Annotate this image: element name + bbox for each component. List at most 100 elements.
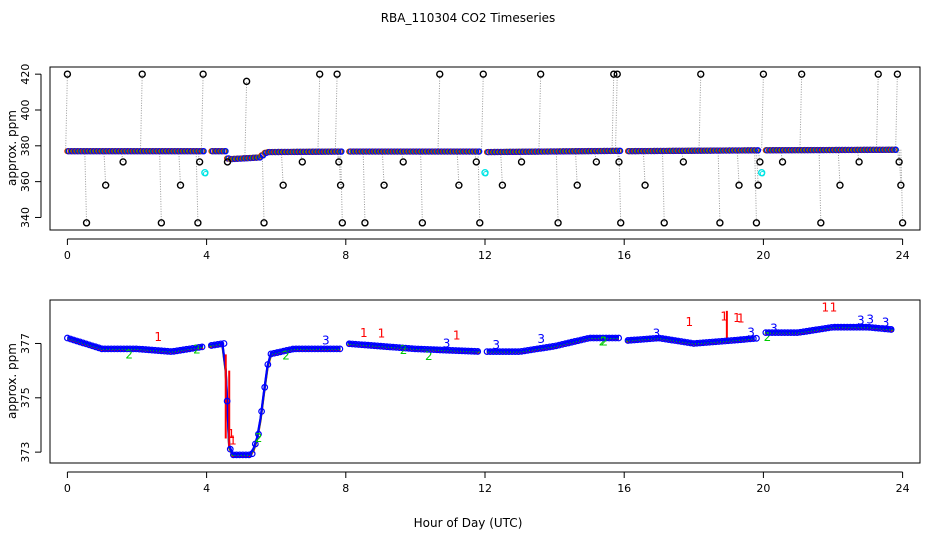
filtered-point (449, 347, 457, 354)
spike-connector (799, 74, 803, 151)
spike-connector (195, 151, 199, 223)
spike-connector (900, 149, 904, 223)
filtered-point (681, 338, 688, 346)
filtered-point (98, 345, 106, 353)
filtered-point (634, 336, 641, 344)
point-label-1: 1 (733, 311, 741, 325)
spike-connector (261, 153, 265, 223)
spike-connector (437, 74, 441, 152)
filtered-point (790, 329, 798, 337)
filtered-point (145, 346, 153, 354)
spike-connector (340, 151, 343, 223)
filtered-point (489, 348, 497, 356)
panel-raw-plot (63, 70, 907, 227)
raw-spike-point (119, 158, 127, 166)
raw-spike-point (138, 70, 146, 78)
y-tick-label: 373 (19, 442, 32, 463)
filtered-point (139, 345, 146, 353)
filtered-point (427, 346, 435, 353)
raw-spike-point (615, 158, 623, 166)
filtered-point (853, 323, 861, 331)
filtered-point (815, 325, 823, 333)
spike-connector (755, 150, 759, 186)
filtered-point (693, 339, 701, 347)
filtered-point (696, 339, 704, 347)
x-tick-label: 0 (64, 482, 71, 495)
panel-raw-ylabel: approx. ppm (5, 110, 19, 186)
filtered-point (208, 342, 215, 349)
filtered-point (637, 336, 644, 343)
filtered-point (555, 341, 563, 349)
x-tick-label: 20 (756, 482, 770, 495)
x-tick-label: 24 (896, 482, 910, 495)
filtered-point (421, 345, 428, 353)
filtered-point (352, 340, 359, 348)
filtered-point (875, 324, 882, 332)
raw-spike-point (361, 219, 369, 227)
raw-spike-point (874, 70, 882, 78)
spike-connector (400, 151, 404, 163)
filtered-point (63, 334, 71, 342)
filtered-point (505, 348, 513, 356)
filtered-point (286, 346, 294, 354)
point-label-3: 3 (857, 313, 865, 327)
raw-spike-point (797, 70, 806, 78)
filtered-point (305, 345, 312, 353)
filtered-point (176, 346, 184, 354)
y-tick-label: 340 (19, 207, 32, 228)
raw-spike-point (617, 219, 625, 227)
filtered-point (242, 451, 250, 459)
raw-spike-point (898, 219, 907, 227)
spike-connector (139, 74, 143, 152)
spike-connector (555, 151, 559, 223)
filtered-point (226, 445, 234, 453)
filtered-point (79, 339, 87, 347)
filtered-point (436, 346, 444, 354)
filtered-point (496, 348, 504, 356)
x-tick-label: 8 (342, 482, 349, 495)
filtered-point (364, 341, 372, 349)
point-label-3: 3 (882, 315, 890, 329)
filtered-point (170, 347, 178, 355)
filtered-point (771, 329, 779, 337)
point-label-2: 2 (425, 349, 433, 363)
point-label-1: 1 (154, 330, 162, 344)
filtered-point (881, 325, 889, 333)
filtered-point (107, 345, 115, 353)
filtered-point (793, 329, 801, 337)
raw-spike-point (897, 181, 905, 189)
filtered-point (104, 345, 112, 353)
point-label-1: 1 (737, 311, 745, 325)
filtered-point (809, 326, 817, 334)
filtered-point (442, 346, 450, 354)
filtered-point (211, 341, 219, 349)
filtered-point (129, 345, 137, 353)
x-tick-label: 12 (478, 249, 492, 262)
filtered-point (455, 347, 463, 355)
spike-connector (538, 74, 542, 152)
panel-filtered-x-axis: 0 4 8 12 16 20 24 (64, 471, 910, 495)
filtered-point (195, 343, 203, 351)
filtered-point (292, 345, 300, 353)
filtered-point (734, 336, 742, 344)
filtered-point (540, 344, 547, 352)
filtered-point (192, 344, 200, 352)
raw-spike-point (836, 181, 844, 189)
filtered-point (117, 345, 125, 353)
point-label-2: 2 (282, 348, 290, 362)
filtered-point (217, 340, 225, 348)
raw-spike-point (610, 70, 618, 78)
raw-spike-point (778, 158, 787, 166)
sample-a-point (892, 146, 899, 153)
spike-connector (761, 74, 764, 151)
filtered-point (314, 345, 322, 353)
filtered-point (370, 342, 378, 350)
y-tick-label: 380 (19, 135, 32, 156)
raw-spike-point (754, 181, 762, 189)
point-label-3: 3 (866, 312, 874, 326)
sample-a-point (222, 147, 229, 155)
raw-spike-point (316, 70, 324, 78)
filtered-point (82, 340, 90, 348)
